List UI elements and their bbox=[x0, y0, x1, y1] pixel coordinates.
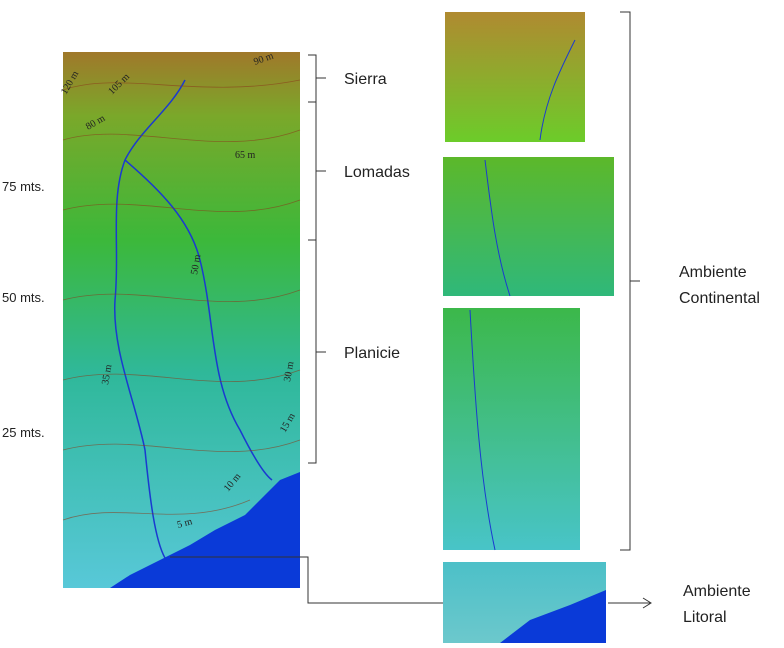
zone-bracket bbox=[308, 55, 326, 463]
env-label: Continental bbox=[679, 290, 760, 307]
diagram: 120 m105 m90 m80 m65 m50 m35 m30 m15 m10… bbox=[0, 0, 784, 643]
thumbnails bbox=[443, 12, 614, 643]
zone-label: Lomadas bbox=[344, 164, 410, 181]
env-label: Ambiente bbox=[683, 583, 751, 600]
arrow bbox=[608, 598, 651, 608]
env-label: Ambiente bbox=[679, 264, 747, 281]
axis-label: 50 mts. bbox=[2, 290, 45, 305]
axis-label: 75 mts. bbox=[2, 179, 45, 194]
continental-bracket bbox=[620, 12, 640, 550]
env-label: Litoral bbox=[683, 609, 727, 626]
main-map bbox=[63, 52, 300, 588]
contour-label: 65 m bbox=[235, 150, 256, 161]
axis-label: 25 mts. bbox=[2, 425, 45, 440]
zone-label: Sierra bbox=[344, 71, 387, 88]
zone-label: Planicie bbox=[344, 345, 400, 362]
